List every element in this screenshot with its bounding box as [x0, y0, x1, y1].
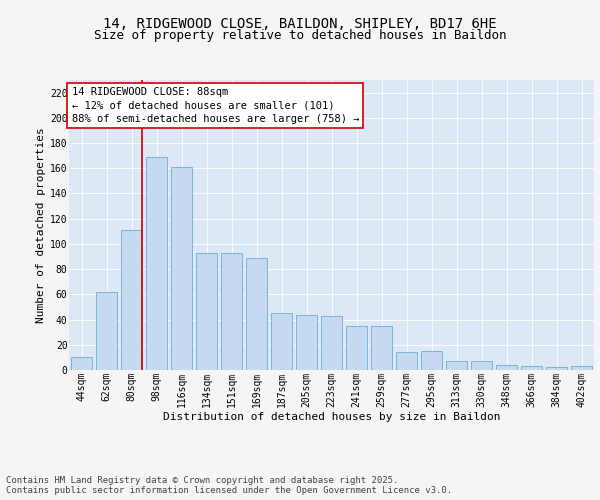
Bar [271, 314, 292, 370]
Bar [496, 365, 517, 370]
Bar [221, 252, 242, 370]
Bar [346, 326, 367, 370]
Bar [396, 352, 417, 370]
Bar [446, 361, 467, 370]
Bar [196, 252, 217, 370]
Bar [371, 326, 392, 370]
Bar [421, 351, 442, 370]
Bar [96, 292, 117, 370]
Text: 14 RIDGEWOOD CLOSE: 88sqm
← 12% of detached houses are smaller (101)
88% of semi: 14 RIDGEWOOD CLOSE: 88sqm ← 12% of detac… [71, 87, 359, 124]
Text: Contains HM Land Registry data © Crown copyright and database right 2025.
Contai: Contains HM Land Registry data © Crown c… [6, 476, 452, 495]
Bar [246, 258, 267, 370]
Bar [571, 366, 592, 370]
Bar [546, 368, 567, 370]
Y-axis label: Number of detached properties: Number of detached properties [36, 127, 46, 323]
Bar [521, 366, 542, 370]
Bar [121, 230, 142, 370]
Bar [146, 157, 167, 370]
X-axis label: Distribution of detached houses by size in Baildon: Distribution of detached houses by size … [163, 412, 500, 422]
Bar [471, 361, 492, 370]
Bar [321, 316, 342, 370]
Text: Size of property relative to detached houses in Baildon: Size of property relative to detached ho… [94, 29, 506, 42]
Bar [71, 358, 92, 370]
Bar [171, 167, 192, 370]
Text: 14, RIDGEWOOD CLOSE, BAILDON, SHIPLEY, BD17 6HE: 14, RIDGEWOOD CLOSE, BAILDON, SHIPLEY, B… [103, 18, 497, 32]
Bar [296, 314, 317, 370]
